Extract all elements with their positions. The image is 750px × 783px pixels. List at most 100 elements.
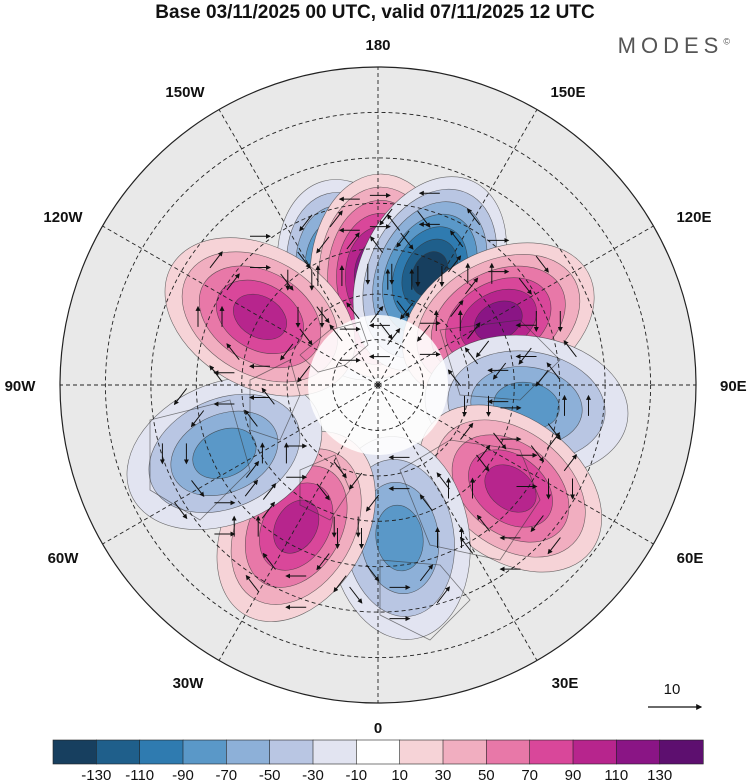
latitude-circle [241, 248, 515, 522]
lon-label-30w: 30W [173, 675, 205, 692]
wind-vector [244, 409, 258, 427]
modes-logo: MODES© [618, 33, 730, 59]
wind-vector [365, 494, 380, 512]
colorbar-label: -130 [81, 767, 111, 783]
logo-mark: © [723, 36, 730, 47]
wind-vector [563, 454, 578, 472]
latitude-circle [286, 293, 470, 477]
wind-vector [299, 328, 313, 346]
colorbar-swatch [269, 739, 314, 765]
wind-vector [173, 388, 188, 406]
map-title: Base 03/11/2025 00 UTC, valid 07/11/2025… [155, 2, 595, 23]
wind-vector [448, 255, 462, 273]
wind-vector [316, 306, 330, 324]
wind-vector [209, 251, 223, 269]
wind-vector [333, 461, 347, 479]
wind-vector [297, 251, 311, 269]
logo-text: MODES [617, 33, 724, 58]
wind-vector [518, 277, 532, 295]
wind-vector [262, 483, 277, 500]
latitude-circle [150, 157, 606, 613]
wind-vector [419, 564, 434, 582]
lon-label-120e: 120E [676, 209, 711, 226]
wind-vector [387, 328, 401, 345]
wind-vector [366, 564, 380, 582]
meridian-line [377, 221, 662, 386]
wind-vector [475, 340, 490, 358]
colorbar-label: 50 [478, 767, 495, 783]
meridian-line [94, 384, 379, 549]
anomaly-fill-layer [126, 173, 629, 640]
colorbar-label: -10 [345, 767, 367, 783]
wind-vector [436, 586, 451, 604]
wind-vector [416, 324, 431, 342]
wind-vector [465, 277, 479, 295]
graticule-layer [60, 67, 696, 703]
wind-vector [467, 322, 481, 340]
wind-vector [460, 422, 474, 440]
colorbar-swatch [399, 739, 444, 765]
colorbar-swatch [52, 739, 97, 765]
wind-vector [333, 575, 347, 593]
wind-vector [261, 387, 275, 405]
wind-vector [535, 255, 549, 273]
wind-vector [379, 322, 393, 340]
colorbar-label: 30 [435, 767, 452, 783]
wind-vector [450, 300, 464, 318]
colorbar-swatch [355, 739, 401, 765]
colorbar-swatch [442, 739, 487, 765]
wind-vector [174, 502, 188, 520]
wind-vector [400, 302, 414, 320]
wind-vector [547, 537, 561, 555]
wind-vector [436, 472, 450, 490]
land-outline [379, 559, 471, 641]
wind-vector [329, 324, 343, 342]
land-outline [299, 321, 369, 373]
wind-vector [244, 479, 259, 497]
colorbar-label: -110 [125, 767, 154, 783]
wind-vector [262, 552, 276, 570]
wind-vector [492, 362, 507, 380]
lon-label-60e: 60E [677, 550, 704, 567]
latitude-circle [332, 339, 424, 431]
colorbar-swatch [529, 739, 574, 765]
wind-vector [476, 454, 490, 472]
wind-vector [191, 480, 205, 497]
lon-label-180: 180 [365, 37, 390, 54]
wind-vector [518, 347, 532, 365]
anomaly-ridge-60E [418, 404, 603, 573]
wind-vector [226, 273, 240, 291]
meridian-line [214, 101, 379, 386]
colorbar-label: 90 [565, 767, 582, 783]
wind-vector [316, 236, 330, 254]
wind-vector [400, 232, 414, 250]
wind-vector [459, 536, 474, 554]
wind-vector [329, 210, 343, 228]
latitude-circle [195, 202, 561, 568]
lon-label-0: 0 [374, 720, 382, 737]
colorbar-label: -70 [215, 767, 237, 783]
colorbar-label: 70 [521, 767, 538, 783]
wind-vector [477, 444, 491, 462]
lon-label-120w: 120W [43, 209, 83, 226]
colorbar-label: 110 [604, 767, 628, 783]
lon-label-60w: 60W [48, 550, 80, 567]
meridian-line [214, 384, 379, 669]
meridian-line [94, 221, 379, 386]
wind-vector [299, 214, 313, 232]
colorbar-swatch [139, 739, 184, 765]
colorbar: -130 -110 -90 -70 -50 -30 -10 10 30 50 70 90 110 130 [52, 739, 704, 783]
wind-vector [464, 347, 478, 365]
colorbar-label: 10 [391, 767, 408, 783]
colorbar-swatch [659, 739, 704, 765]
wind-vector [447, 369, 461, 387]
wind-vector [346, 232, 360, 250]
wind-vector [280, 343, 294, 361]
wind-vector [348, 472, 363, 490]
wind-vector [209, 365, 223, 383]
colorbar-swatch [182, 739, 227, 765]
map-border [59, 66, 697, 704]
wind-vector [449, 230, 464, 248]
wind-vector [190, 410, 205, 428]
